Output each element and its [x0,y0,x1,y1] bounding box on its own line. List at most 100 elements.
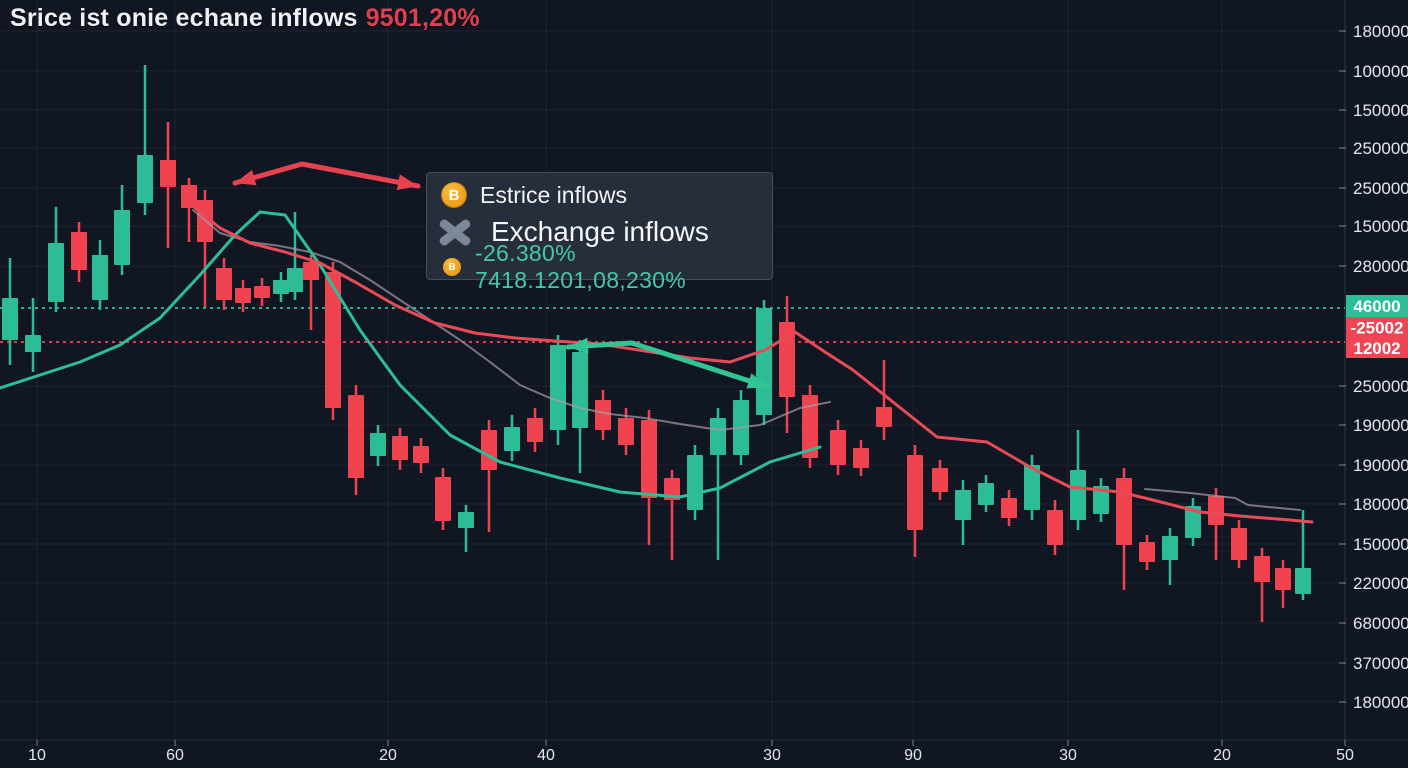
candle-body [325,272,341,408]
trend-arrow-green [565,340,771,390]
candle-body [572,352,588,428]
candle-body [2,298,18,340]
candle-body [287,268,303,292]
legend-row-3: B -26.380% 7418.1201,08,230% [427,240,772,293]
candle-body [1024,465,1040,510]
x-axis-label: 60 [166,747,184,764]
x-axis-label: 50 [1336,747,1354,764]
y-axis-label: 250000 [1353,377,1408,396]
candle-body [1001,498,1017,518]
y-axis-label: 150000 [1353,217,1408,236]
candle-body [1295,568,1311,594]
arrowhead [746,373,768,389]
x-axis-label: 10 [28,747,46,764]
candle-body [641,420,657,498]
candle-body [48,243,64,302]
candle-body [687,455,703,510]
price-badge [1346,295,1408,317]
chart-title-text: Srice ist onie echane inflows [10,4,358,32]
candle-body [932,468,948,492]
ma-line-gray [1144,488,1301,511]
candle-body [1093,486,1109,514]
y-axis-label: 280000 [1353,257,1408,276]
bitcoin-icon: B [441,182,467,208]
y-axis-label: 370000 [1353,654,1408,673]
candle-body [235,288,251,303]
y-axis-label: 250000 [1353,139,1408,158]
candle-body [830,430,846,465]
candle-body [710,418,726,455]
trend-arrow-red [232,161,421,189]
candle-body [1254,556,1270,582]
arrowhead [396,174,418,191]
y-axis-label: 680000 [1353,614,1408,633]
candle-body [1070,470,1086,520]
candle-body [137,155,153,203]
candle-body [216,268,232,300]
y-axis-label: 190000 [1353,456,1408,475]
candle-body [71,232,87,270]
candle-body [114,210,130,265]
candle-body [273,280,289,294]
candle-body [618,418,634,445]
candle-body [1139,542,1155,562]
x-icon [435,214,475,250]
candle-body [907,455,923,530]
x-axis-label: 30 [1059,747,1077,764]
candle-body [1275,568,1291,590]
candle-body [348,395,364,478]
price-badge [1346,317,1408,358]
candle-body [392,436,408,460]
price-badge-value: -25002 [1351,318,1404,337]
x-axis-label: 20 [379,747,397,764]
candle-body [978,483,994,505]
candle-body [1231,528,1247,560]
candle-body [802,395,818,458]
candle-body [160,160,176,187]
x-axis-label: 40 [537,747,555,764]
legend-series-1-label: Estrice inflows [480,181,627,208]
y-axis-label: 150000 [1353,101,1408,120]
arrowhead [568,337,589,354]
candle-body [504,427,520,451]
legend-tooltip[interactable]: B Estrice inflows Exchange inflows B -26… [426,172,773,293]
ma-line-red [193,206,1314,524]
y-axis-label: 180000 [1353,495,1408,514]
candle-body [876,407,892,427]
chart-title: Srice ist onie echane inflows 9501,20% [10,4,480,33]
y-axis-label: 180000 [1353,22,1408,41]
candle-body [1047,510,1063,545]
ma-line-green [0,210,822,499]
candle-body [254,286,270,298]
y-axis-label: 150000 [1353,535,1408,554]
candle-body [1116,478,1132,545]
x-axis-label: 90 [904,747,922,764]
x-axis-label: 20 [1213,747,1231,764]
candle-body [481,430,497,470]
candle-body [1185,506,1201,538]
legend-row-2: Exchange inflows [427,211,772,253]
y-axis-label: 180000 [1353,693,1408,712]
candle-body [458,512,474,528]
y-axis-label: 220000 [1353,574,1408,593]
y-axis-label: 190000 [1353,416,1408,435]
candle-body [370,433,386,456]
candle-body [853,448,869,468]
y-axis-label: 250000 [1353,179,1408,198]
chart-title-value: 9501,20% [365,4,480,32]
price-badge-value: 12002 [1353,339,1400,358]
candle-body [303,262,319,280]
coin-icon: B [443,258,461,276]
candle-body [181,185,197,208]
candle-body [550,345,566,430]
candle-body [527,418,543,442]
x-axis-label: 30 [763,747,781,764]
candle-body [756,308,772,415]
candle-body [25,335,41,352]
candle-body [413,446,429,463]
candle-body [1162,536,1178,560]
legend-series-2-label: Exchange inflows [491,216,709,247]
price-badge-value: 46000 [1353,297,1400,316]
